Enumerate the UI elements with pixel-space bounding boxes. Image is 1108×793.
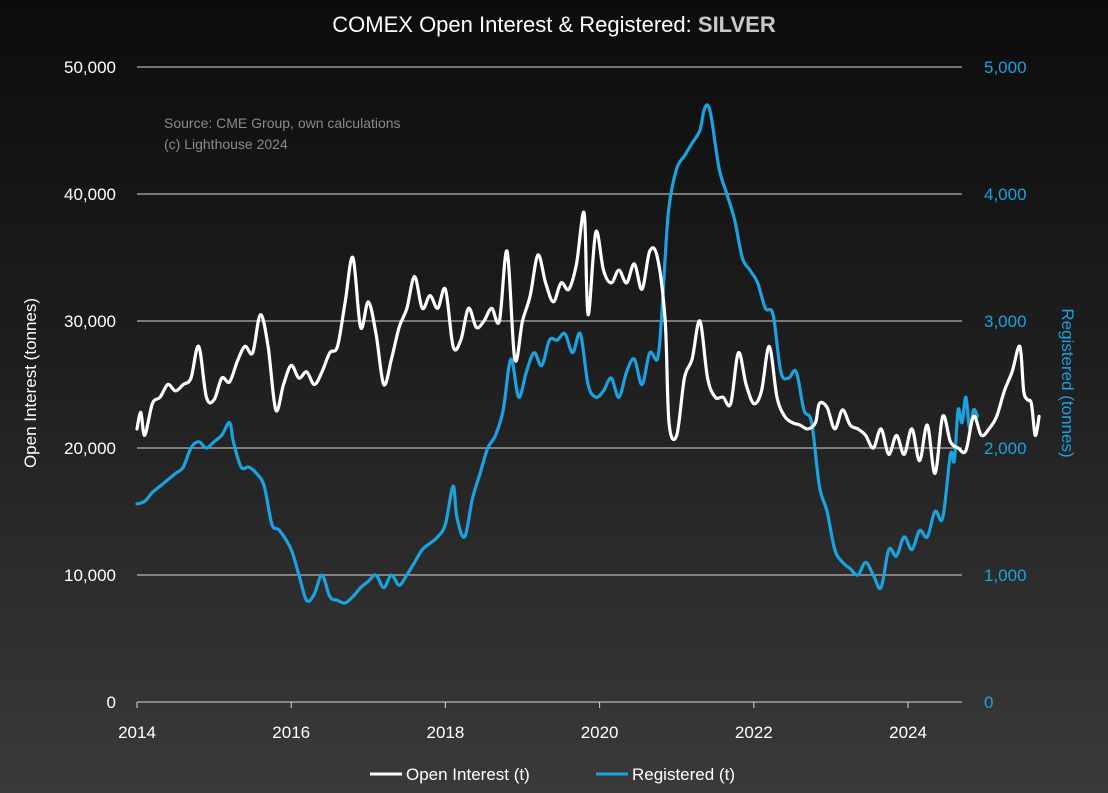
x-tick: 2014 bbox=[118, 723, 156, 742]
y-tick-right: 4,000 bbox=[984, 185, 1027, 204]
x-tick: 2020 bbox=[581, 723, 619, 742]
y-tick-right: 1,000 bbox=[984, 566, 1027, 585]
legend-label-open-interest: Open Interest (t) bbox=[406, 765, 530, 784]
x-tick: 2024 bbox=[889, 723, 927, 742]
y-tick-left: 50,000 bbox=[64, 58, 116, 77]
chart-title-main: COMEX Open Interest & Registered: bbox=[332, 12, 698, 37]
y-axis-left-ticks: 0 10,000 20,000 30,000 40,000 50,000 bbox=[64, 58, 116, 712]
x-tick: 2016 bbox=[272, 723, 310, 742]
y-tick-left: 40,000 bbox=[64, 185, 116, 204]
gridlines bbox=[137, 66, 962, 576]
y-axis-right-ticks: 0 1,000 2,000 3,000 4,000 5,000 bbox=[984, 58, 1027, 712]
y-tick-left: 20,000 bbox=[64, 439, 116, 458]
y-tick-right: 2,000 bbox=[984, 439, 1027, 458]
y-tick-left: 30,000 bbox=[64, 312, 116, 331]
x-tick: 2018 bbox=[426, 723, 464, 742]
source-line-1: Source: CME Group, own calculations bbox=[164, 115, 401, 131]
y-tick-left: 10,000 bbox=[64, 566, 116, 585]
x-axis-ticks: 2014 2016 2018 2020 2022 2024 bbox=[118, 702, 927, 742]
series-layer bbox=[135, 103, 1041, 605]
y-tick-right: 3,000 bbox=[984, 312, 1027, 331]
x-tick: 2022 bbox=[735, 723, 773, 742]
y-tick-left: 0 bbox=[107, 693, 116, 712]
y-tick-right: 0 bbox=[984, 693, 993, 712]
chart-title-emphasis: SILVER bbox=[698, 12, 776, 37]
y-axis-right-label: Registered (tonnes) bbox=[1058, 308, 1077, 457]
y-tick-right: 5,000 bbox=[984, 58, 1027, 77]
source-line-2: (c) Lighthouse 2024 bbox=[164, 136, 288, 152]
chart-title: COMEX Open Interest & Registered: SILVER bbox=[332, 12, 776, 37]
series-line-registered bbox=[135, 103, 979, 605]
legend: Open Interest (t) Registered (t) bbox=[370, 765, 735, 784]
y-axis-left-label: Open Interest (tonnes) bbox=[21, 298, 40, 468]
series-line-open-interest bbox=[135, 210, 1041, 476]
legend-label-registered: Registered (t) bbox=[632, 765, 735, 784]
